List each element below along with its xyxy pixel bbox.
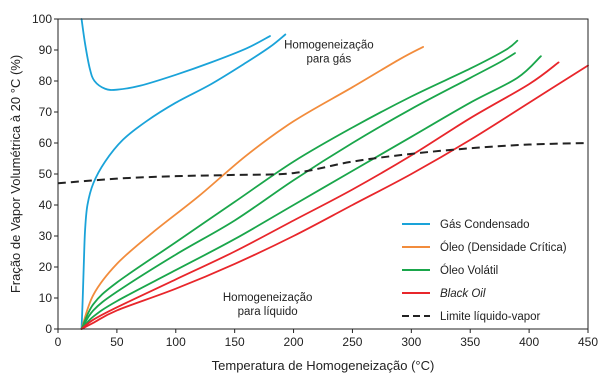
- series-line-8: [80, 64, 589, 330]
- series-line-1: [80, 18, 271, 91]
- x-tick-label: 250: [342, 335, 362, 349]
- y-axis-label: Fração de Vapor Volumétrica à 20 °C (%): [8, 55, 23, 293]
- y-tick-label: 10: [39, 291, 53, 305]
- legend-label: Gás Condensado: [440, 219, 530, 231]
- x-tick-label: 450: [578, 335, 598, 349]
- y-tick-label: 20: [39, 260, 53, 274]
- series-line-5: [80, 52, 516, 330]
- plot-frame: [57, 18, 589, 330]
- annotation-line: para gás: [307, 53, 352, 65]
- y-tick-label: 90: [39, 43, 53, 57]
- x-tick-label: 200: [284, 335, 304, 349]
- series-line-2: [80, 33, 287, 330]
- annotation-line: para líquido: [238, 306, 298, 318]
- legend-label: Óleo (Densidade Crítica): [440, 241, 567, 254]
- annotation-1: Homogeneização para gás: [284, 39, 374, 65]
- x-tick-label: 100: [166, 335, 186, 349]
- y-tick-label: 60: [39, 136, 53, 150]
- y-tick-label: 30: [39, 229, 53, 243]
- y-tick-label: 50: [39, 167, 53, 181]
- series-line-9: [57, 142, 589, 185]
- x-tick-label: 300: [401, 335, 421, 349]
- x-tick-label: 0: [55, 335, 62, 349]
- legend: Gás Condensado Óleo (Densidade Crítica) Ól…: [402, 219, 567, 323]
- series-line-6: [80, 55, 542, 330]
- ticks-layer: 0 50 100 150 200 250 300 350 400 450 0 10 20 30 40 50 60…: [32, 12, 598, 349]
- series-line-4: [80, 39, 519, 330]
- x-tick-label: 50: [110, 335, 124, 349]
- annotation-2: Homogeneização para líquido: [223, 292, 313, 318]
- annotations: Homogeneização para gás Homogeneização para…: [223, 39, 374, 318]
- legend-label: Black Oil: [440, 288, 486, 300]
- x-tick-label: 400: [519, 335, 539, 349]
- x-tick-label: 150: [225, 335, 245, 349]
- y-tick-label: 100: [32, 12, 52, 26]
- y-tick-label: 80: [39, 74, 53, 88]
- annotation-line: Homogeneização: [284, 39, 374, 51]
- x-tick-label: 350: [460, 335, 480, 349]
- series-line-7: [80, 61, 560, 330]
- legend-label: Óleo Volátil: [440, 264, 498, 277]
- annotation-line: Homogeneização: [223, 292, 313, 304]
- y-tick-label: 40: [39, 198, 53, 212]
- y-tick-label: 70: [39, 105, 53, 119]
- x-axis-label: Temperatura de Homogeneização (°C): [212, 358, 435, 373]
- series-layer: [57, 18, 589, 330]
- series-line-3: [80, 46, 425, 330]
- legend-label: Limite líquido-vapor: [440, 311, 541, 323]
- y-tick-label: 0: [45, 322, 52, 336]
